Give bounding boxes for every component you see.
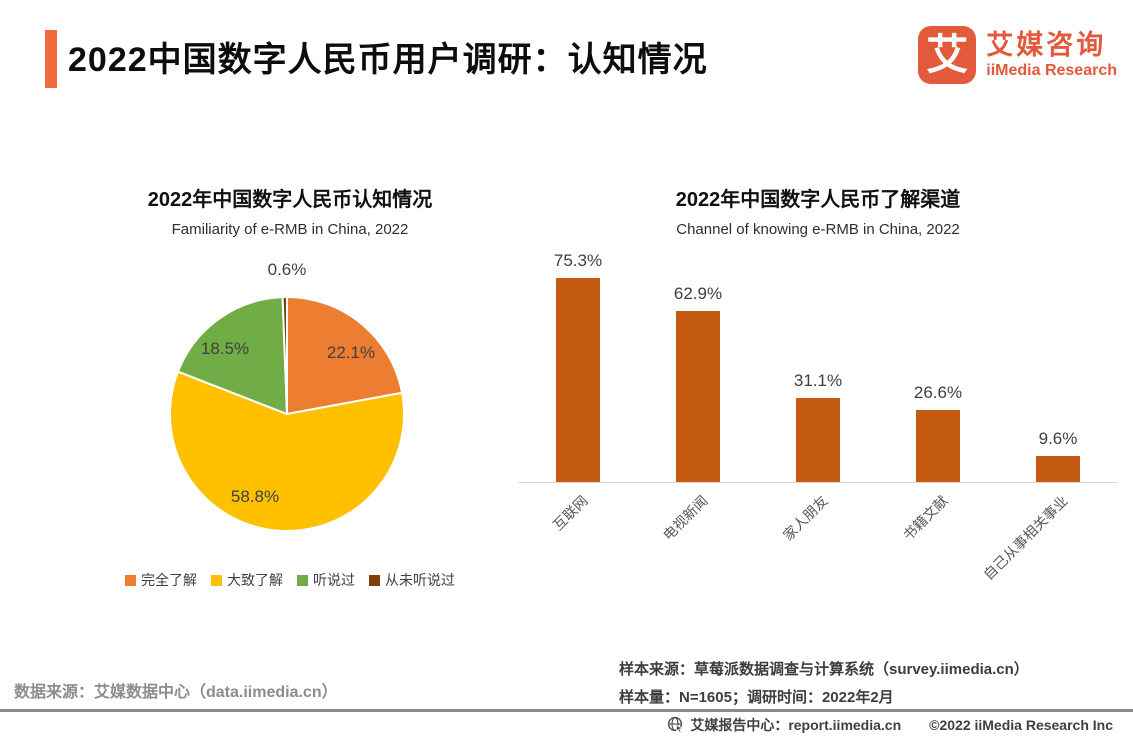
bar-category-label: 电视新闻: [659, 492, 711, 544]
bar: [796, 397, 840, 482]
footer: 艾媒报告中心：report.iimedia.cn ©2022 iiMedia R…: [0, 709, 1133, 737]
bar-category-label: 书籍文献: [899, 492, 951, 544]
logo-glyph: 艾: [926, 31, 969, 78]
pie-chart-title: 2022年中国数字人民币认知情况: [147, 189, 433, 211]
pie-slice: [176, 296, 288, 415]
footer-report-center: 艾媒报告中心：report.iimedia.cn: [667, 715, 901, 735]
bar-value-label: 62.9%: [673, 284, 723, 304]
legend-item: 从未听说过: [369, 570, 455, 590]
bar: [676, 311, 720, 482]
bar-category-label: 互联网: [549, 492, 591, 534]
logo-name-en: iiMedia Research: [986, 61, 1117, 79]
legend-swatch: [369, 574, 380, 586]
pie-chart-section: 2022年中国数字人民币认知情况 Familiarity of e-RMB in…: [0, 183, 580, 613]
legend-label: 完全了解: [141, 572, 197, 588]
pie-slice: [169, 370, 405, 532]
bar-chart: 75.3% 互联网 62.9% 电视新闻 31.1% 家人朋友 26.6% 书籍文献 9.6% 自…: [518, 251, 1118, 583]
logo-name-cn: 艾媒咨询: [986, 29, 1107, 60]
bar-value-label: 31.1%: [793, 370, 843, 390]
pie-slice: [286, 296, 404, 415]
bar-column: 26.6% 书籍文献: [878, 266, 998, 544]
bar-value-label: 75.3%: [553, 250, 603, 270]
bar-column: 31.1% 家人朋友: [758, 266, 878, 544]
bar: [1036, 456, 1080, 482]
bar: [916, 409, 960, 482]
pie-svg: [169, 295, 405, 532]
bar-column: 9.6% 自己从事相关事业: [980, 266, 1118, 583]
pie-slice: [281, 295, 288, 415]
bar-column: 62.9% 电视新闻: [638, 266, 758, 543]
globe-cursor-icon: [667, 716, 684, 733]
bar-value-label: 9.6%: [1038, 429, 1078, 448]
footer-copyright: ©2022 iiMedia Research Inc: [929, 716, 1113, 733]
legend-item: 听说过: [297, 570, 355, 590]
brand-logo: 艾 艾媒咨询 iiMedia Research: [918, 26, 1117, 84]
pie-chart-subtitle: Familiarity of e-RMB in China, 2022: [171, 221, 409, 238]
bar: [556, 277, 600, 482]
pie-slice-label: 22.1%: [326, 343, 376, 362]
legend-label: 听说过: [313, 572, 355, 588]
title-accent-bar: [45, 30, 57, 88]
legend-label: 大致了解: [227, 572, 283, 588]
bar-chart-subtitle: Channel of knowing e-RMB in China, 2022: [676, 221, 960, 238]
sample-size-note: 样本量：N=1605；调研时间：2022年2月: [619, 689, 894, 706]
pie-slice-label: 18.5%: [200, 339, 250, 358]
legend-swatch: [125, 574, 136, 586]
pie-slice-label: 58.8%: [230, 487, 280, 506]
legend-item: 大致了解: [211, 570, 283, 590]
page-title: 2022中国数字人民币用户调研：认知情况: [68, 41, 708, 79]
bar-chart-title: 2022年中国数字人民币了解渠道: [675, 189, 961, 211]
bar-category-label: 自己从事相关事业: [980, 492, 1071, 583]
pie-chart: 22.1% 58.8% 18.5% 0.6%: [167, 260, 407, 534]
pie-slice-label: 0.6%: [267, 260, 307, 279]
bar-column: 75.3% 互联网: [518, 251, 638, 534]
pie-legend: 完全了解 大致了解 听说过 从未听说过: [0, 570, 580, 590]
legend-swatch: [211, 574, 222, 586]
legend-item: 完全了解: [125, 570, 197, 590]
iimedia-logo-icon: 艾: [918, 26, 977, 84]
legend-swatch: [297, 574, 308, 586]
footer-report-text: 艾媒报告中心：report.iimedia.cn: [690, 716, 902, 733]
data-source-note: 数据来源：艾媒数据中心（data.iimedia.cn）: [14, 684, 338, 701]
logo-text: 艾媒咨询 iiMedia Research: [986, 30, 1117, 80]
sample-notes: 样本来源：草莓派数据调查与计算系统（survey.iimedia.cn） 样本量…: [619, 659, 1029, 715]
bar-chart-section: 2022年中国数字人民币了解渠道 Channel of knowing e-RM…: [518, 183, 1118, 613]
legend-label: 从未听说过: [385, 572, 455, 588]
header: 2022中国数字人民币用户调研：认知情况 艾 艾媒咨询 iiMedia Rese…: [0, 0, 1133, 110]
sample-source-note: 样本来源：草莓派数据调查与计算系统（survey.iimedia.cn）: [619, 661, 1029, 678]
bar-category-label: 家人朋友: [779, 492, 831, 544]
bar-value-label: 26.6%: [913, 382, 963, 402]
